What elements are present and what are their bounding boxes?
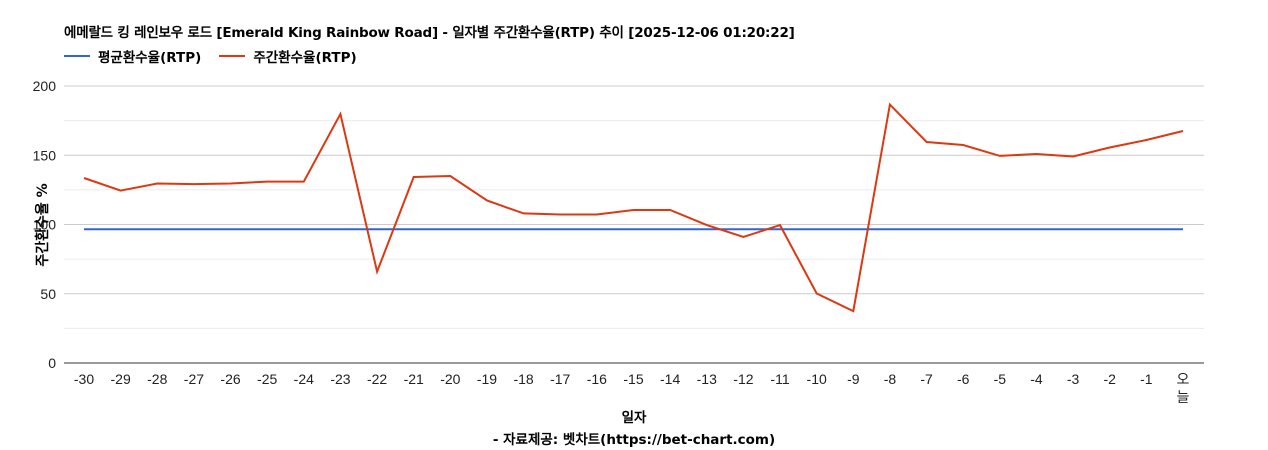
x-tick-label: -9: [847, 371, 860, 387]
x-tick-label: -3: [1067, 371, 1080, 387]
data-series: [83, 102, 1184, 313]
x-tick-label: -29: [111, 371, 131, 387]
x-tick-label: -27: [184, 371, 204, 387]
x-tick-label: -17: [550, 371, 570, 387]
x-tick-label: -13: [697, 371, 717, 387]
y-axis-ticks: 0 50 100 150 200: [33, 78, 57, 371]
x-tick-label: -5: [994, 371, 1007, 387]
y-tick-label: 200: [33, 78, 57, 94]
x-tick-label: -21: [404, 371, 424, 387]
x-tick-label: -26: [220, 371, 240, 387]
x-tick-label: 오: [1177, 371, 1190, 387]
x-tick-label: -1: [1140, 371, 1153, 387]
x-tick-label: -2: [1104, 371, 1117, 387]
legend-label-average: 평균환수율(RTP): [98, 50, 202, 66]
x-tick-label: -19: [477, 371, 497, 387]
weekly-rtp-line[interactable]: [83, 102, 1184, 313]
x-axis-ticks: -30 -29 -28 -27 -26 -25 -24 -23 -22 -21 -20 -19 -18 -…: [74, 371, 1190, 405]
data-credit: - 자료제공: 벳차트(https://bet-chart.com): [0, 428, 1268, 448]
x-tick-label: -22: [367, 371, 387, 387]
legend-swatch-average: [64, 55, 90, 57]
x-tick-label: 늘: [1177, 389, 1190, 405]
x-tick-label: -14: [660, 371, 680, 387]
y-tick-label: 50: [40, 286, 56, 302]
x-tick-label: -10: [807, 371, 827, 387]
gridlines: [64, 85, 1204, 329]
x-tick-label: -6: [957, 371, 970, 387]
chart-title: 에메랄드 킹 레인보우 로드 [Emerald King Rainbow Roa…: [64, 25, 795, 41]
x-tick-label: -18: [513, 371, 533, 387]
x-tick-label: -16: [587, 371, 607, 387]
data-credit-text: - 자료제공: 벳차트(https://bet-chart.com): [492, 432, 776, 448]
x-tick-label: -30: [74, 371, 94, 387]
legend-swatch-weekly: [219, 55, 246, 57]
legend-item-weekly-rtp[interactable]: 주간환수율(RTP): [219, 46, 357, 66]
x-axis-title-text: 일자: [621, 410, 647, 426]
chart-legend: 평균환수율(RTP) 주간환수율(RTP): [64, 46, 375, 66]
x-tick-label: -12: [733, 371, 753, 387]
x-tick-label: -7: [920, 371, 933, 387]
y-axis-title: 주간환수율 %: [34, 183, 51, 266]
x-tick-label: -4: [1030, 371, 1043, 387]
x-tick-label: -24: [294, 371, 314, 387]
x-tick-label: -11: [770, 371, 789, 387]
x-tick-label: -15: [623, 371, 643, 387]
x-axis-title: 일자: [0, 406, 1268, 426]
x-tick-label: -20: [440, 371, 460, 387]
legend-item-average-rtp[interactable]: 평균환수율(RTP): [64, 46, 201, 66]
y-tick-label: 0: [48, 355, 56, 371]
legend-label-weekly: 주간환수율(RTP): [253, 50, 357, 66]
x-tick-label: -8: [884, 371, 897, 387]
x-tick-label: -23: [330, 371, 350, 387]
y-tick-label: 150: [33, 147, 57, 163]
x-tick-label: -25: [257, 371, 277, 387]
x-tick-label: -28: [147, 371, 167, 387]
y-tick-label: 100: [33, 217, 57, 233]
